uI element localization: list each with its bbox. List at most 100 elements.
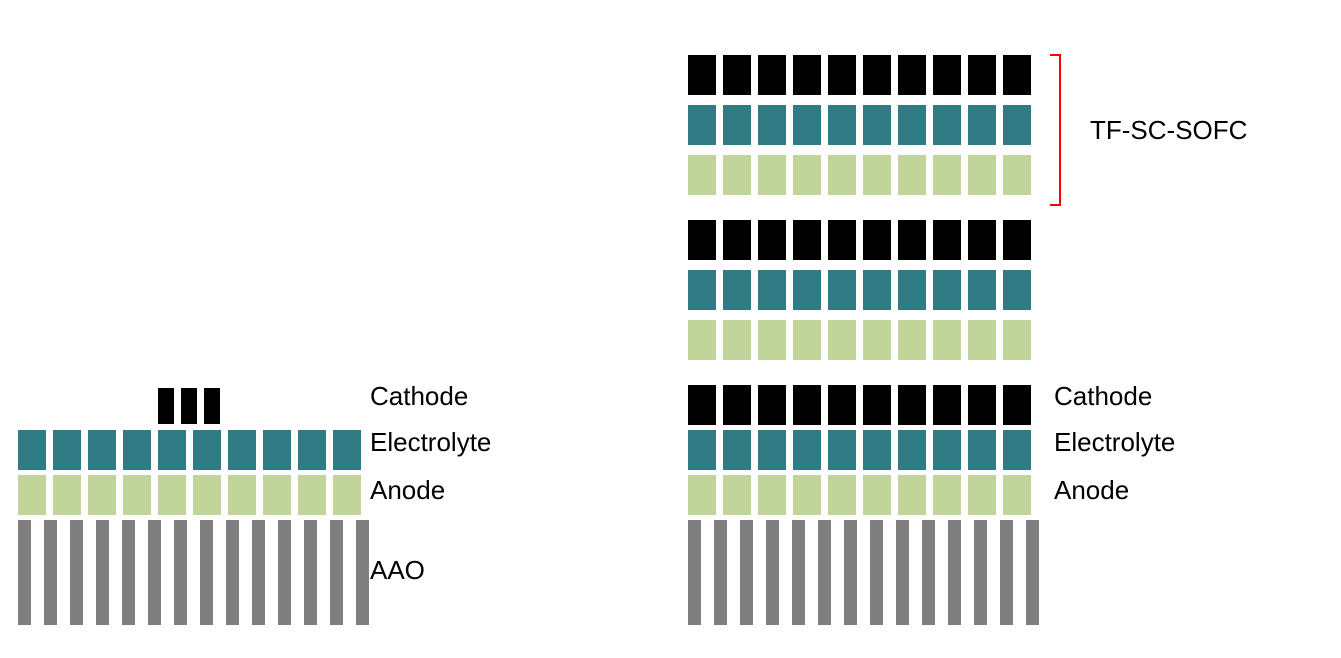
electrolyte-bar xyxy=(933,270,961,310)
anode-bar xyxy=(688,155,716,195)
cathode-bar xyxy=(758,55,786,95)
anode-bar xyxy=(123,475,151,515)
bar-row-electrolyte xyxy=(688,105,1031,145)
electrolyte-bar xyxy=(968,105,996,145)
cathode-bar xyxy=(793,220,821,260)
cathode-bar xyxy=(181,388,197,424)
left-aao-label: AAO xyxy=(370,555,425,586)
electrolyte-bar xyxy=(333,430,361,470)
cathode-bar xyxy=(723,385,751,425)
electrolyte-bar xyxy=(158,430,186,470)
cathode-bar xyxy=(828,55,856,95)
anode-bar xyxy=(968,320,996,360)
aao-bar xyxy=(948,520,961,625)
electrolyte-bar xyxy=(228,430,256,470)
cathode-bar xyxy=(898,385,926,425)
anode-bar xyxy=(88,475,116,515)
anode-bar xyxy=(828,475,856,515)
bar-row-anode xyxy=(688,320,1031,360)
anode-bar xyxy=(828,320,856,360)
electrolyte-bar xyxy=(723,270,751,310)
cathode-bar xyxy=(723,55,751,95)
anode-bar xyxy=(933,475,961,515)
cathode-bar xyxy=(1003,385,1031,425)
aao-bar xyxy=(122,520,135,625)
bar-row-electrolyte xyxy=(688,270,1031,310)
aao-bar xyxy=(1026,520,1039,625)
aao-bar xyxy=(18,520,31,625)
cathode-bar xyxy=(933,220,961,260)
aao-bar xyxy=(44,520,57,625)
electrolyte-bar xyxy=(88,430,116,470)
anode-bar xyxy=(723,320,751,360)
anode-bar xyxy=(723,475,751,515)
electrolyte-bar xyxy=(1003,105,1031,145)
cathode-bar xyxy=(968,220,996,260)
aao-bar xyxy=(740,520,753,625)
anode-bar xyxy=(758,155,786,195)
cathode-bar xyxy=(688,220,716,260)
cathode-bar xyxy=(758,385,786,425)
electrolyte-bar xyxy=(723,105,751,145)
cathode-bar xyxy=(723,220,751,260)
electrolyte-bar xyxy=(898,105,926,145)
electrolyte-bar xyxy=(828,430,856,470)
aao-bar xyxy=(70,520,83,625)
anode-bar xyxy=(758,320,786,360)
left-anode-label: Anode xyxy=(370,475,445,506)
electrolyte-bar xyxy=(688,430,716,470)
cathode-bar xyxy=(1003,220,1031,260)
anode-bar xyxy=(723,155,751,195)
cathode-bar xyxy=(688,55,716,95)
bar-row-cathode xyxy=(688,220,1031,260)
bar-row-cathode xyxy=(688,385,1031,425)
aao-bar xyxy=(714,520,727,625)
left-electrolyte-label: Electrolyte xyxy=(370,427,491,458)
anode-bar xyxy=(298,475,326,515)
cathode-bar xyxy=(688,385,716,425)
cathode-bar xyxy=(793,385,821,425)
electrolyte-bar xyxy=(863,270,891,310)
electrolyte-bar xyxy=(793,270,821,310)
right-cathode-label: Cathode xyxy=(1054,381,1152,412)
aao-bar xyxy=(252,520,265,625)
electrolyte-bar xyxy=(828,270,856,310)
anode-bar xyxy=(968,475,996,515)
bar-row-anode xyxy=(688,155,1031,195)
electrolyte-bar xyxy=(758,270,786,310)
aao-bar xyxy=(974,520,987,625)
electrolyte-bar xyxy=(688,270,716,310)
electrolyte-bar xyxy=(758,430,786,470)
electrolyte-bar xyxy=(793,430,821,470)
bar-row-cathode xyxy=(158,388,220,424)
electrolyte-bar xyxy=(758,105,786,145)
anode-bar xyxy=(193,475,221,515)
aao-bar xyxy=(148,520,161,625)
cathode-bar xyxy=(1003,55,1031,95)
electrolyte-bar xyxy=(933,430,961,470)
cathode-bar xyxy=(863,55,891,95)
electrolyte-bar xyxy=(793,105,821,145)
electrolyte-bar xyxy=(1003,430,1031,470)
bracket-label: TF-SC-SOFC xyxy=(1090,115,1247,146)
aao-bar xyxy=(1000,520,1013,625)
aao-bar xyxy=(818,520,831,625)
aao-bar xyxy=(304,520,317,625)
aao-bar xyxy=(200,520,213,625)
anode-bar xyxy=(1003,320,1031,360)
electrolyte-bar xyxy=(18,430,46,470)
aao-bar xyxy=(226,520,239,625)
bar-row-aao xyxy=(18,520,369,625)
electrolyte-bar xyxy=(828,105,856,145)
anode-bar xyxy=(898,155,926,195)
electrolyte-bar xyxy=(863,105,891,145)
electrolyte-bar xyxy=(193,430,221,470)
cathode-bar xyxy=(898,220,926,260)
cathode-bar xyxy=(863,385,891,425)
aao-bar xyxy=(922,520,935,625)
anode-bar xyxy=(933,155,961,195)
anode-bar xyxy=(333,475,361,515)
anode-bar xyxy=(898,320,926,360)
anode-bar xyxy=(793,320,821,360)
anode-bar xyxy=(863,155,891,195)
